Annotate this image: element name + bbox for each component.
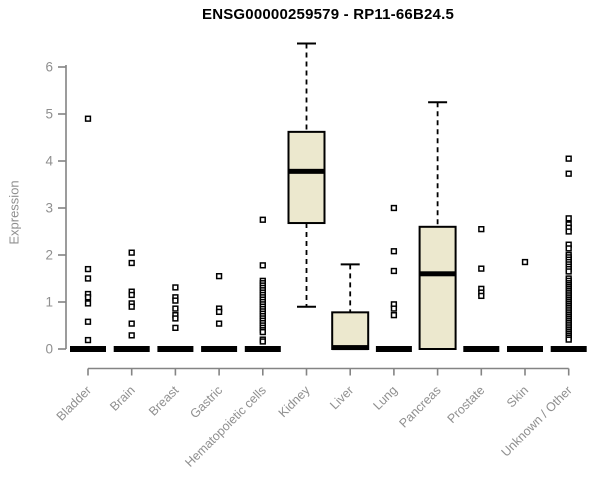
- outlier-point: [84, 318, 92, 325]
- outlier-point: [128, 332, 135, 339]
- outlier-point: [390, 248, 398, 255]
- median-line: [113, 346, 150, 352]
- boxplot-group-bladder: [70, 115, 106, 352]
- x-category-label: Kidney: [276, 383, 313, 420]
- iqr-box: [331, 311, 370, 350]
- median-line: [419, 271, 456, 277]
- outlier-point: [565, 170, 572, 177]
- y-tick-label: 3: [45, 201, 53, 216]
- outlier-point: [172, 305, 179, 312]
- outlier-point: [478, 226, 485, 233]
- outlier-point: [128, 249, 135, 256]
- x-category-label: Prostate: [445, 383, 488, 426]
- x-category-label: Gastric: [187, 383, 225, 421]
- median-line: [288, 168, 325, 174]
- outlier-point: [84, 275, 92, 282]
- boxplot-group-liver: [331, 263, 370, 351]
- iqr-box: [287, 130, 326, 225]
- outlier-point: [565, 155, 572, 162]
- y-tick-label: 0: [45, 342, 53, 357]
- median-line: [332, 345, 369, 351]
- y-tick-label: 6: [45, 60, 53, 75]
- x-category-label: Breast: [146, 383, 182, 419]
- y-tick-label: 2: [45, 248, 53, 263]
- y-tick-label: 5: [45, 107, 53, 122]
- outlier-point: [478, 265, 485, 272]
- outlier-point: [259, 328, 266, 336]
- median-line: [550, 346, 587, 352]
- outlier-point: [84, 336, 92, 344]
- outlier-point: [215, 320, 223, 327]
- outlier-point: [521, 258, 529, 266]
- median-line: [507, 346, 543, 352]
- outlier-point: [390, 305, 398, 312]
- outlier-point: [565, 268, 572, 275]
- median-line: [201, 346, 238, 352]
- iqr-box: [418, 225, 457, 350]
- outlier-point: [84, 265, 92, 273]
- outlier-point: [565, 245, 572, 252]
- y-tick-label: 1: [45, 295, 53, 310]
- outlier-point: [215, 308, 223, 316]
- outlier-point: [390, 312, 398, 319]
- x-category-label: Brain: [107, 383, 138, 414]
- outlier-point: [565, 336, 572, 343]
- x-category-label: Lung: [370, 383, 400, 413]
- outlier-point: [172, 284, 179, 291]
- boxplot-group-breast: [157, 284, 194, 352]
- outlier-point: [259, 262, 266, 269]
- median-line: [463, 346, 500, 352]
- x-category-label: Bladder: [54, 383, 94, 423]
- outlier-point: [390, 267, 398, 275]
- x-category-label: Pancreas: [396, 383, 443, 430]
- median-line: [375, 346, 412, 352]
- boxplot-group-gastric: [201, 273, 238, 352]
- outlier-point: [172, 315, 179, 322]
- median-line: [70, 346, 106, 352]
- boxplot-group-hematopoietic-cells: [244, 216, 281, 352]
- boxplot-group-unknown-other: [550, 155, 587, 352]
- boxplot-group-prostate: [463, 226, 500, 352]
- outlier-point: [84, 294, 92, 301]
- outlier-point: [128, 291, 135, 299]
- outlier-point: [215, 273, 223, 280]
- x-category-label: Liver: [327, 383, 356, 412]
- outlier-point: [259, 338, 266, 345]
- outlier-point: [172, 324, 179, 332]
- outlier-point: [565, 228, 572, 235]
- boxplot-group-lung: [375, 204, 412, 352]
- outlier-point: [84, 115, 92, 122]
- outlier-point: [84, 300, 92, 307]
- median-line: [244, 346, 281, 352]
- outlier-point: [128, 320, 135, 327]
- boxplot-group-brain: [113, 249, 150, 352]
- boxplot-group-skin: [507, 258, 543, 352]
- median-line: [157, 346, 194, 352]
- outlier-point: [259, 216, 266, 223]
- outlier-point: [172, 297, 179, 304]
- x-category-label: Skin: [504, 383, 531, 410]
- x-category-label: Hematopoietic cells: [182, 383, 269, 470]
- y-tick-label: 4: [45, 154, 53, 169]
- boxplot-group-pancreas: [418, 101, 457, 350]
- outlier-point: [128, 303, 135, 310]
- outlier-point: [128, 259, 135, 267]
- boxplot-group-kidney: [287, 42, 326, 308]
- outlier-point: [390, 204, 398, 212]
- outlier-point: [565, 215, 572, 222]
- outlier-point: [478, 292, 485, 300]
- chart-title: ENSG00000259579 - RP11-66B24.5: [201, 6, 454, 23]
